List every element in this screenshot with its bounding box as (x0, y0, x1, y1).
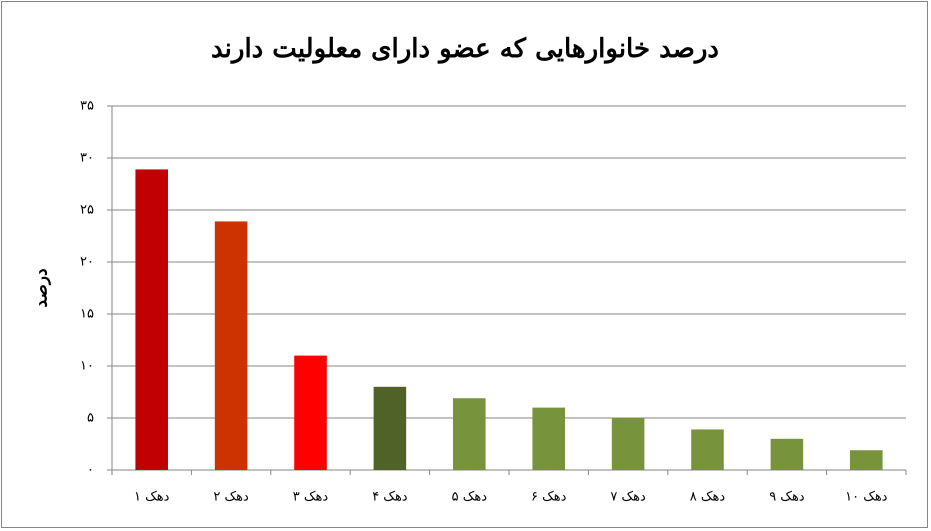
x-tick-label: دهک ۶ (531, 490, 567, 505)
y-tick-label: ۰ (87, 463, 94, 478)
x-tick-label: دهک ۳ (293, 490, 329, 505)
bar (135, 169, 168, 470)
x-tick-label: دهک ۲ (213, 490, 249, 505)
bar (770, 438, 804, 470)
y-tick-label: ۲۵ (80, 203, 94, 218)
x-tick-label: دهک ۸ (690, 490, 726, 505)
bar (611, 418, 645, 470)
chart-title: درصد خانوارهایی که عضو دارای معلولیت دار… (211, 34, 719, 64)
bar (691, 429, 724, 470)
y-tick-label: ۳۵ (80, 99, 94, 114)
x-tick-label: دهک ۱۰ (845, 490, 888, 505)
y-tick-label: ۲۰ (80, 255, 94, 270)
bar (214, 221, 248, 470)
bar (373, 386, 407, 470)
bar (453, 398, 486, 470)
y-axis-title: درصد (32, 268, 52, 307)
bar (294, 355, 327, 470)
bar (850, 450, 883, 470)
x-tick-label: دهک ۴ (372, 490, 408, 505)
x-tick-label: دهک ۹ (769, 490, 805, 505)
y-tick-label: ۱۵ (80, 307, 94, 322)
x-tick-label: دهک ۷ (610, 490, 646, 505)
y-tick-label: ۳۰ (80, 151, 94, 166)
y-tick-label: ۱۰ (80, 359, 94, 374)
x-tick-label: دهک ۵ (452, 490, 488, 505)
y-tick-label: ۵ (87, 411, 94, 426)
bar (532, 407, 565, 470)
x-tick-label: دهک ۱ (134, 490, 170, 505)
